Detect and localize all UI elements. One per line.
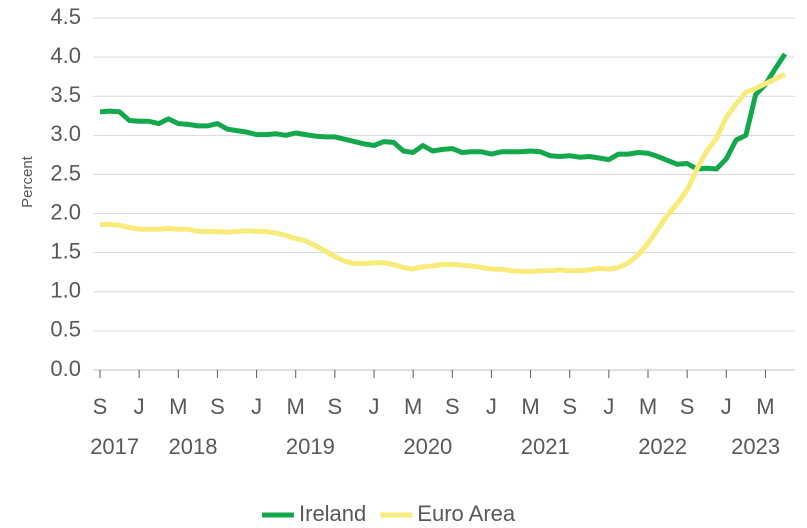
x-tick-label: S xyxy=(445,394,460,419)
year-label: 2022 xyxy=(638,434,687,459)
x-tick-label: S xyxy=(328,394,343,419)
y-tick-label: 3.5 xyxy=(50,82,81,107)
x-tick-label: M xyxy=(169,394,187,419)
year-label: 2023 xyxy=(731,434,780,459)
y-tick-label: 0.5 xyxy=(50,317,81,342)
x-tick-label: J xyxy=(721,394,732,419)
legend-label: Euro Area xyxy=(417,501,516,526)
year-label: 2020 xyxy=(403,434,452,459)
x-tick-label: S xyxy=(93,394,108,419)
year-label: 2021 xyxy=(521,434,570,459)
year-label: 2019 xyxy=(286,434,335,459)
x-tick-label: J xyxy=(603,394,614,419)
y-tick-label: 4.0 xyxy=(50,43,81,68)
y-tick-label: 2.0 xyxy=(50,199,81,224)
x-tick-label: M xyxy=(756,394,774,419)
y-tick-label: 2.5 xyxy=(50,160,81,185)
legend-label: Ireland xyxy=(299,501,366,526)
x-tick-label: S xyxy=(562,394,577,419)
x-tick-label: J xyxy=(251,394,262,419)
y-tick-label: 3.0 xyxy=(50,121,81,146)
x-tick-label: M xyxy=(639,394,657,419)
x-tick-label: M xyxy=(521,394,539,419)
y-tick-label: 0.0 xyxy=(50,356,81,381)
x-tick-label: S xyxy=(680,394,695,419)
x-tick-label: S xyxy=(210,394,225,419)
y-tick-label: 1.5 xyxy=(50,238,81,263)
year-label: 2018 xyxy=(168,434,217,459)
y-tick-label: 4.5 xyxy=(50,4,81,29)
y-tick-label: 1.0 xyxy=(50,278,81,303)
y-axis-label: Percent xyxy=(19,155,36,208)
series-line xyxy=(99,52,788,172)
x-tick-label: M xyxy=(287,394,305,419)
year-label: 2017 xyxy=(90,434,139,459)
x-tick-label: M xyxy=(404,394,422,419)
x-tick-label: J xyxy=(369,394,380,419)
x-tick-label: J xyxy=(486,394,497,419)
x-tick-label: J xyxy=(134,394,145,419)
series-line xyxy=(100,72,787,274)
